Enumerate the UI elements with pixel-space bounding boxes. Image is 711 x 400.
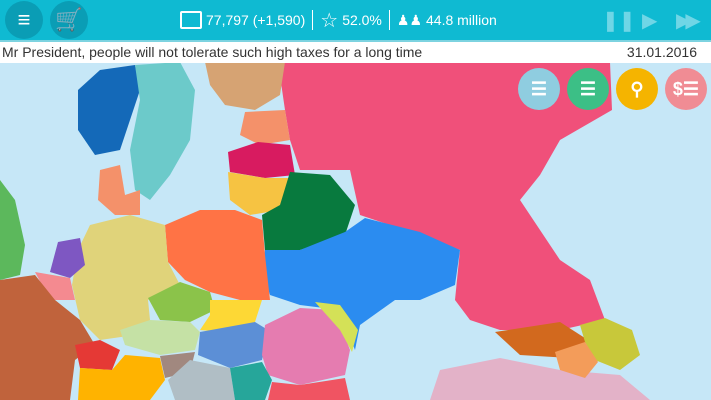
country-germany[interactable] [72, 215, 180, 340]
country-croatia[interactable] [168, 360, 235, 400]
country-lithuania[interactable] [228, 172, 290, 215]
country-czechia[interactable] [148, 282, 215, 322]
country-finland[interactable] [205, 62, 285, 110]
country-denmark[interactable] [98, 165, 140, 215]
divider [388, 10, 390, 30]
country-sweden[interactable] [130, 62, 195, 200]
country-belgium[interactable] [35, 272, 75, 300]
game-date: 31.01.2016 [626, 44, 697, 60]
security-button[interactable]: ☰ [567, 68, 609, 110]
fast-forward-icon[interactable]: ▶▶ [676, 10, 701, 32]
money-value: 77,797 (+1,590) [206, 12, 306, 28]
population-value: 44.8 million [426, 12, 497, 28]
country-switzerland[interactable] [75, 340, 120, 370]
stats: 77,797 (+1,590) ☆ 52.0% ♟♟ 44.8 million [180, 0, 497, 40]
country-netherlands[interactable] [50, 238, 85, 278]
dollar-list-icon: $☰ [672, 78, 700, 99]
country-serbia[interactable] [230, 362, 272, 400]
country-austria[interactable] [120, 320, 200, 355]
star-icon: ☆ [320, 9, 339, 32]
flag-list-icon: ☰ [530, 78, 548, 99]
country-italy[interactable] [78, 355, 165, 400]
shield-list-icon: ☰ [579, 78, 597, 99]
divider [312, 10, 314, 30]
country-france[interactable] [0, 275, 95, 400]
country-hungary[interactable] [198, 322, 268, 368]
country-poland[interactable] [165, 210, 270, 300]
country-bulgaria[interactable] [268, 378, 350, 400]
country-norway[interactable] [78, 65, 140, 155]
money-icon [180, 11, 202, 29]
message-bar: Mr President, people will not tolerate s… [0, 40, 711, 63]
laws-button[interactable]: ☰ [518, 68, 560, 110]
country-ukraine[interactable] [262, 218, 460, 350]
country-estonia[interactable] [240, 110, 290, 145]
budget-button[interactable]: $☰ [665, 68, 707, 110]
country-latvia[interactable] [228, 142, 295, 178]
pause-icon[interactable]: ❚❚ [602, 10, 636, 32]
country-belarus[interactable] [262, 172, 355, 250]
population-icon: ♟♟ [396, 11, 422, 28]
shopping-cart-icon[interactable]: 🛒 [50, 1, 88, 39]
country-azerbaijan[interactable] [580, 318, 640, 370]
gold-location-icon: ⚲ [630, 78, 644, 99]
country-uk[interactable] [0, 180, 25, 280]
country-turkey[interactable] [430, 358, 650, 400]
country-armenia[interactable] [555, 342, 598, 378]
resources-button[interactable]: ⚲ [616, 68, 658, 110]
advisor-message: Mr President, people will not tolerate s… [2, 44, 423, 60]
top-bar: ≡ 🛒 77,797 (+1,590) ☆ 52.0% ♟♟ 44.8 mill… [0, 0, 711, 40]
approval-value: 52.0% [342, 12, 382, 28]
hamburger-menu-icon[interactable]: ≡ [5, 1, 43, 39]
country-romania[interactable] [262, 308, 350, 385]
country-moldova[interactable] [315, 302, 358, 352]
country-russia[interactable] [278, 62, 612, 330]
play-icon[interactable]: ▶ [642, 10, 658, 32]
